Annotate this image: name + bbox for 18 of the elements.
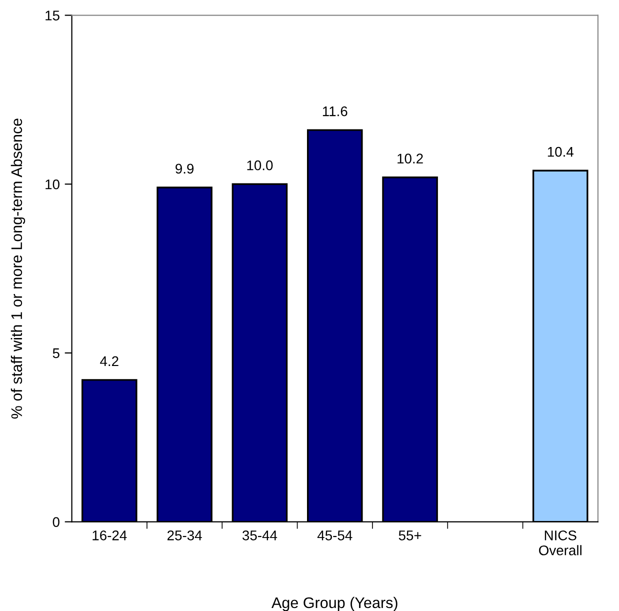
x-tick-label: 55+ [398,530,422,540]
y-tick-label: 15 [46,10,60,20]
data-label: 11.6 [322,106,348,116]
y-tick-label: 0 [52,517,60,527]
y-tick-label: 5 [52,348,60,358]
data-label: 10.4 [548,146,574,157]
data-label: 10.2 [398,154,423,164]
x-tick-label: 16-24 [92,530,127,540]
x-tick-label: 25-34 [167,530,202,540]
data-label: 9.9 [176,164,194,174]
data-label: 10.0 [247,160,273,170]
x-tick-label: 45-54 [317,530,352,540]
x-tick-label: 35-44 [242,530,278,540]
x-axis-title: Age Group (Years) [272,596,398,611]
data-label: 4.2 [100,356,118,366]
y-axis-title: % of staff with 1 or more Long-term Absence [10,118,26,419]
x-tick-label: NICS Overall [539,530,582,556]
y-tick-label: 10 [46,179,60,190]
